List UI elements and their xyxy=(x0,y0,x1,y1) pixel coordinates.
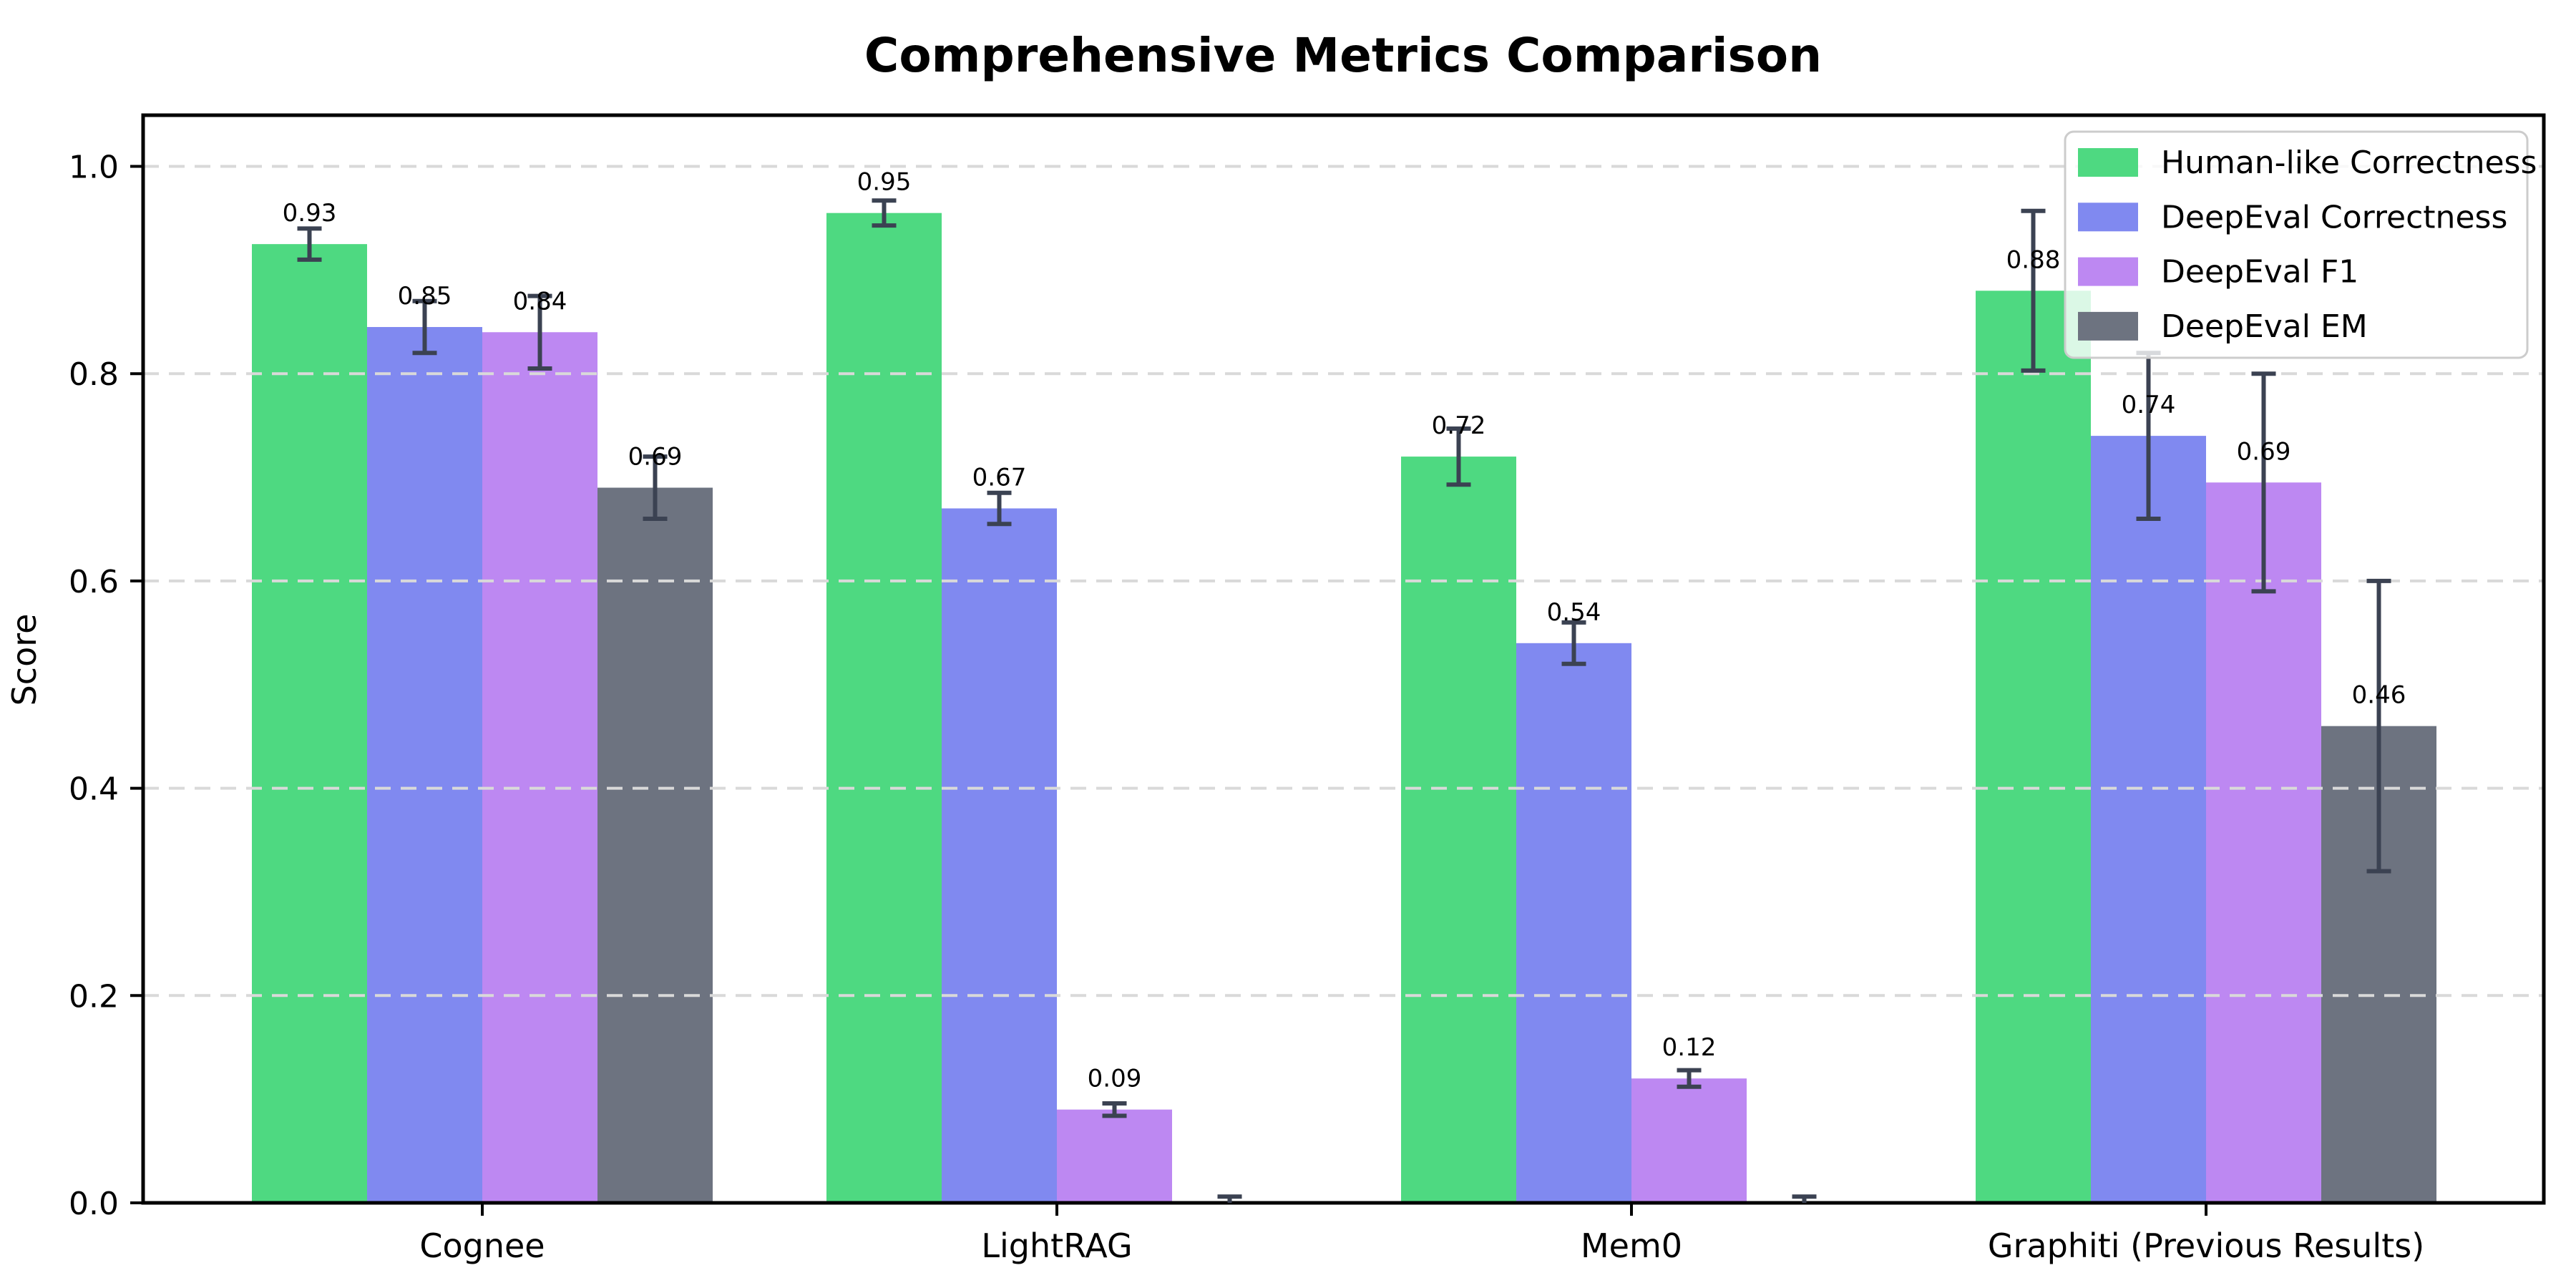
legend-swatch-3 xyxy=(2078,311,2138,341)
bar-series3-cat0 xyxy=(597,487,713,1203)
bar-value-label: 0.72 xyxy=(1432,411,1486,440)
x-tick-label: Mem0 xyxy=(1581,1226,1682,1265)
legend: Human-like Correctness DeepEval Correctne… xyxy=(2064,130,2537,359)
bar-series0-cat0 xyxy=(252,244,367,1204)
legend-label-1: DeepEval Correctness xyxy=(2161,199,2507,235)
plot-border xyxy=(141,113,2546,1205)
bar-value-label: 0.84 xyxy=(513,287,567,316)
bar-value-label: 0.74 xyxy=(2122,391,2176,419)
bar-series0-cat1 xyxy=(826,213,942,1203)
bar-value-label: 0.85 xyxy=(398,282,452,311)
bar-value-label: 0.46 xyxy=(2352,681,2406,710)
axes-layer: 0.0 0.2 0.4 0.6 0.8 1.0 Cognee LightRAG Mem0 Grap… xyxy=(69,113,2546,1265)
bar-value-label: 0.09 xyxy=(1088,1065,1142,1093)
legend-swatch-0 xyxy=(2078,148,2138,177)
error-bars-layer xyxy=(297,198,2391,1203)
bar-value-label: 0.88 xyxy=(2006,245,2061,274)
value-labels-layer: 0.93 0.85 0.84 0.69 0.95 0.67 0.09 0.72 0.54 0.12… xyxy=(283,168,2406,1093)
bar-series0-cat3 xyxy=(1976,291,2091,1203)
gridlines-layer xyxy=(143,165,2544,997)
y-tick-label: 0.8 xyxy=(69,356,119,393)
legend-label-3: DeepEval EM xyxy=(2161,308,2368,345)
bar-series2-cat1 xyxy=(1057,1109,1172,1203)
y-tick-label: 0.2 xyxy=(69,978,119,1015)
y-tick-label: 0.0 xyxy=(69,1186,119,1222)
bar-series2-cat0 xyxy=(482,332,597,1203)
legend-box xyxy=(2064,130,2529,359)
bar-series1-cat1 xyxy=(942,508,1057,1203)
legend-swatch-1 xyxy=(2078,203,2138,232)
legend-swatch-2 xyxy=(2078,257,2138,286)
y-tick-label: 0.4 xyxy=(69,771,119,808)
bar-value-label: 0.93 xyxy=(283,199,337,228)
x-tick-label: Cognee xyxy=(419,1226,545,1265)
x-tick-label: LightRAG xyxy=(981,1226,1132,1265)
x-tick-label: Graphiti (Previous Results) xyxy=(1988,1226,2424,1265)
y-axis-label: Score xyxy=(5,614,44,706)
bar-value-label: 0.54 xyxy=(1547,598,1601,627)
bar-series1-cat2 xyxy=(1516,643,1631,1203)
bar-series2-cat3 xyxy=(2206,482,2321,1203)
legend-label-2: DeepEval F1 xyxy=(2161,254,2358,291)
y-tick-label: 0.6 xyxy=(69,564,119,600)
bar-value-label: 0.69 xyxy=(2237,437,2291,466)
legend-label-0: Human-like Correctness xyxy=(2161,145,2537,181)
bar-series0-cat2 xyxy=(1401,457,1516,1203)
bar-value-label: 0.95 xyxy=(857,168,912,197)
y-tick-label: 1.0 xyxy=(69,150,119,186)
bar-value-label: 0.67 xyxy=(972,464,1027,492)
chart-title: Comprehensive Metrics Comparison xyxy=(864,28,1822,83)
bar-series1-cat0 xyxy=(367,327,482,1204)
bars-layer xyxy=(252,213,2436,1204)
bar-value-label: 0.69 xyxy=(628,443,683,472)
bar-series1-cat3 xyxy=(2091,436,2206,1203)
bar-series2-cat2 xyxy=(1631,1078,1747,1203)
bar-value-label: 0.12 xyxy=(1662,1033,1717,1062)
